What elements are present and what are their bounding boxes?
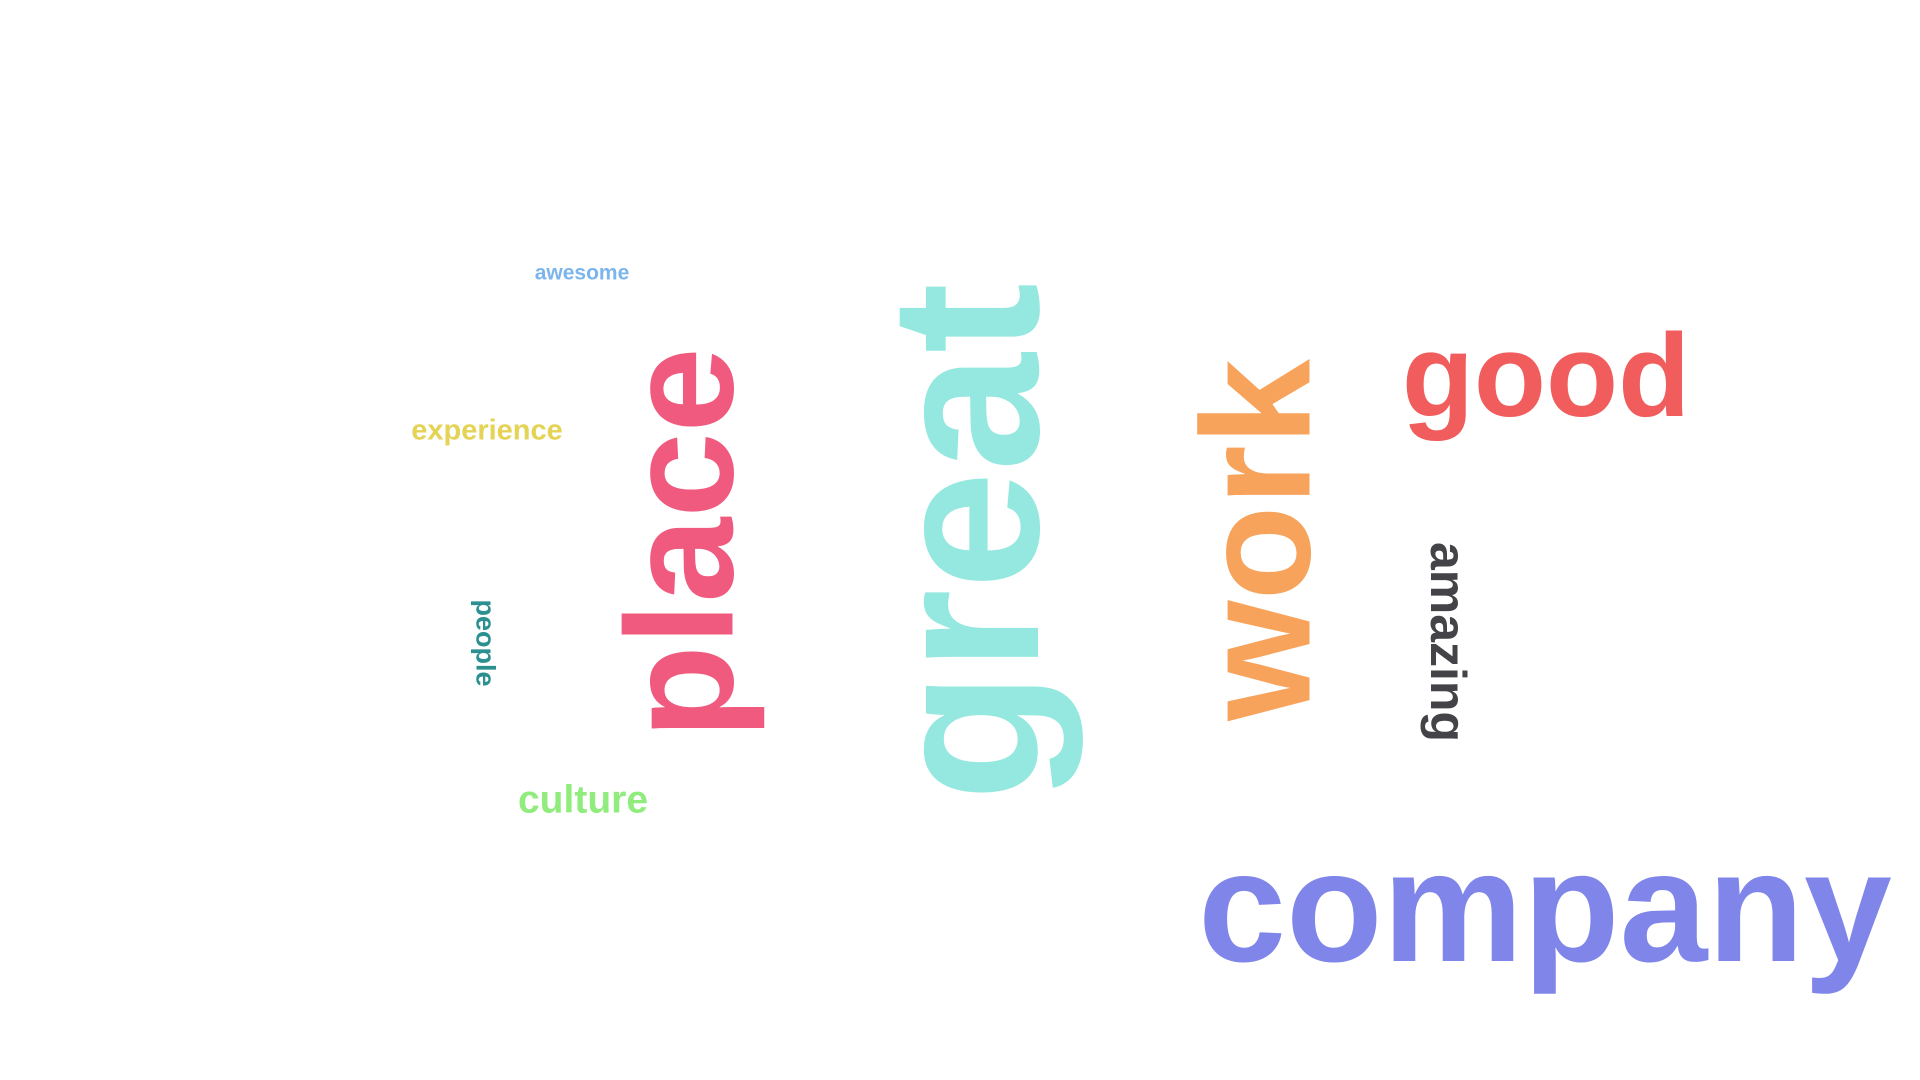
word-company: company xyxy=(1198,819,1892,995)
word-culture: culture xyxy=(517,778,649,822)
word-people: people xyxy=(470,599,501,687)
word-experience: experience xyxy=(411,414,563,447)
word-place: place xyxy=(594,347,766,739)
word-work: work xyxy=(1169,359,1343,721)
word-good: good xyxy=(1401,310,1691,442)
word-awesome: awesome xyxy=(534,261,630,285)
word-amazing: amazing xyxy=(1420,541,1476,743)
word-great: great xyxy=(846,282,1083,802)
